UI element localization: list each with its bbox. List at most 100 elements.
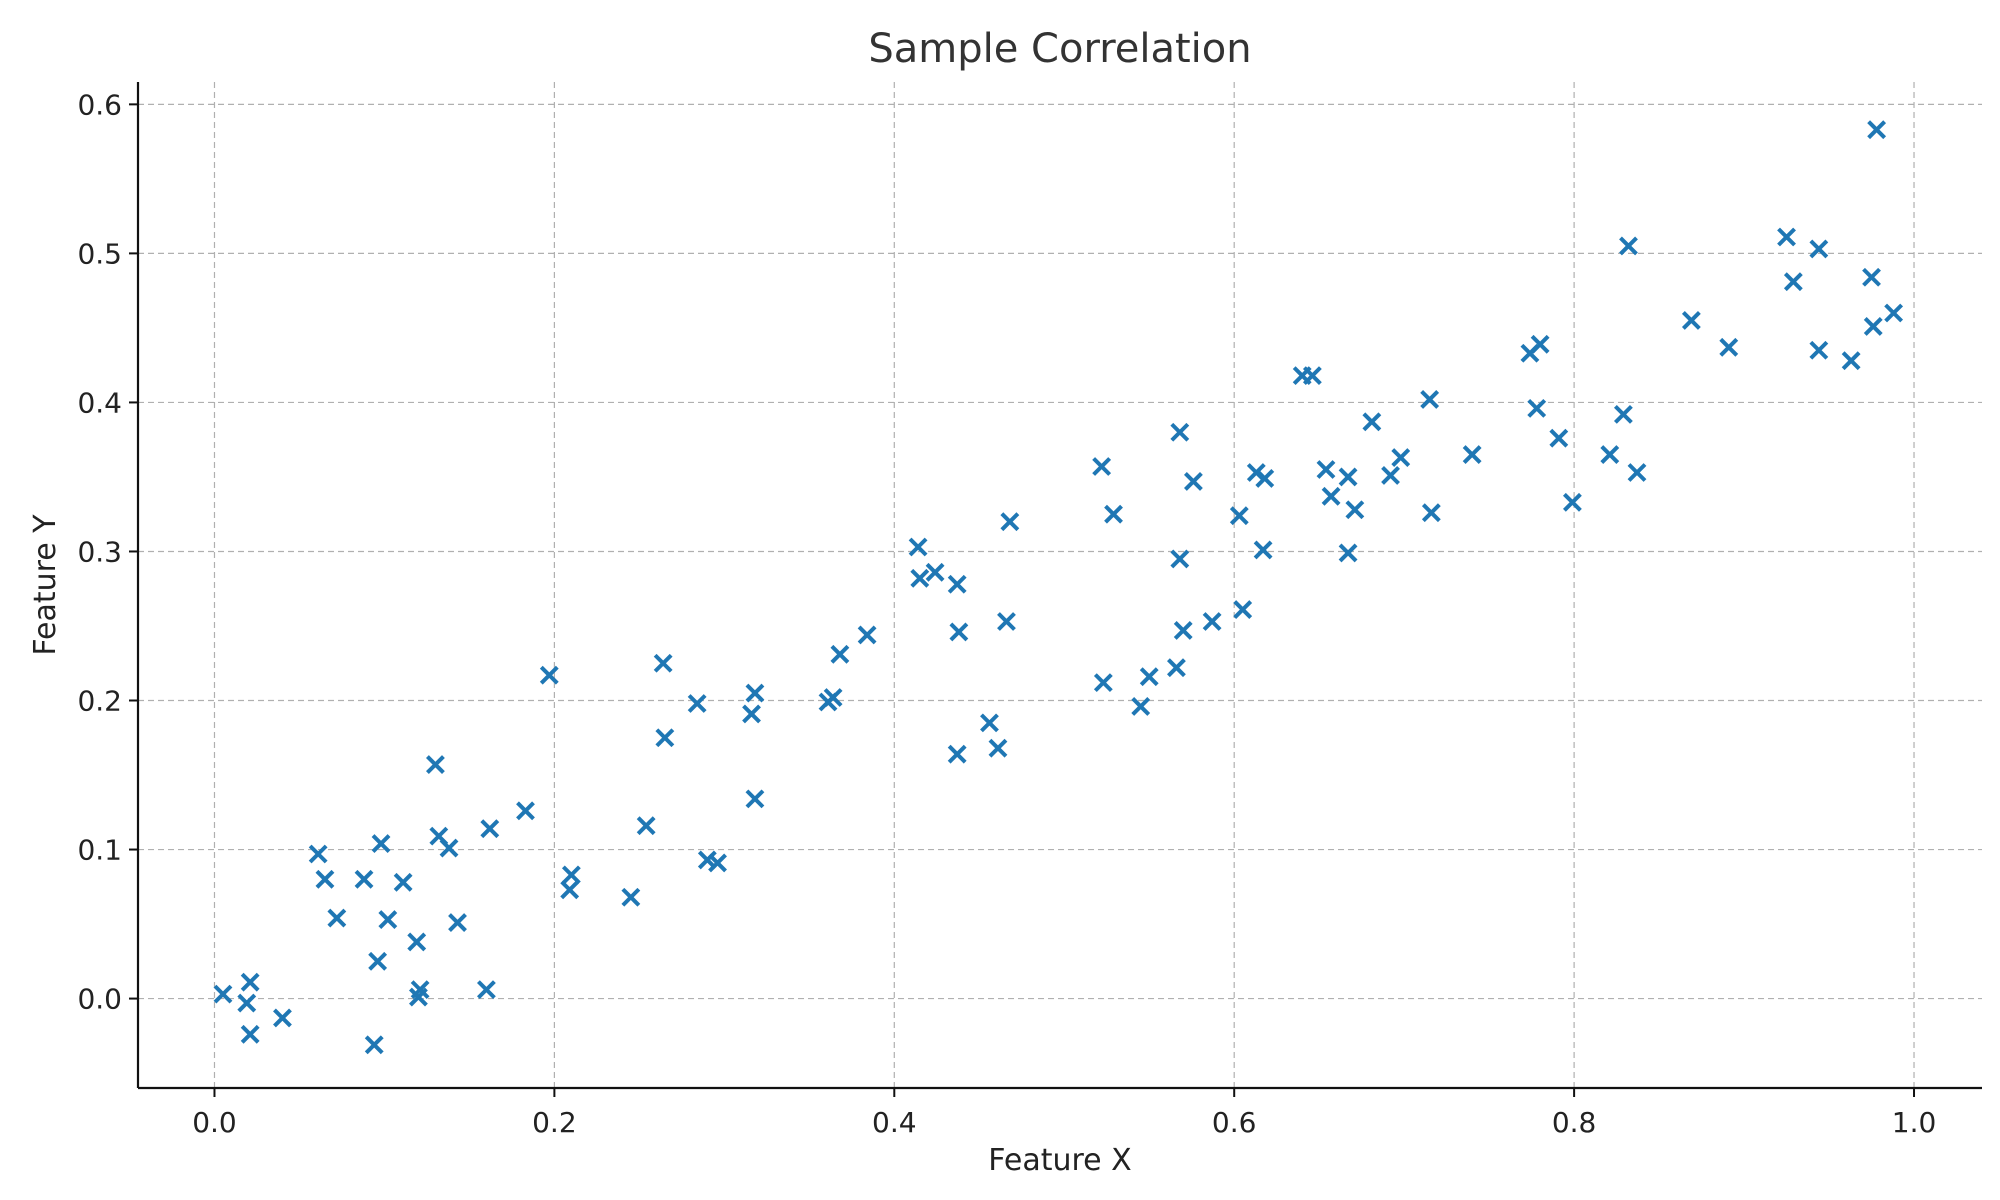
data-point bbox=[1170, 549, 1190, 569]
data-point bbox=[1681, 311, 1701, 330]
data-point bbox=[1229, 506, 1249, 526]
data-point bbox=[476, 980, 496, 1000]
data-point bbox=[1421, 503, 1441, 523]
grid-lines bbox=[138, 82, 1982, 1088]
data-point bbox=[1527, 398, 1547, 418]
data-point bbox=[830, 644, 850, 664]
data-point bbox=[393, 872, 413, 892]
data-point bbox=[1093, 673, 1113, 693]
data-point bbox=[997, 612, 1016, 631]
data-point bbox=[407, 932, 427, 952]
data-point bbox=[988, 738, 1008, 758]
data-point bbox=[1000, 512, 1020, 532]
data-point bbox=[561, 865, 581, 885]
data-point bbox=[1719, 337, 1739, 357]
data-point bbox=[1783, 272, 1803, 292]
data-point bbox=[371, 834, 391, 853]
data-point bbox=[1862, 267, 1881, 287]
data-point bbox=[980, 713, 999, 733]
data-point bbox=[1841, 351, 1861, 371]
data-point bbox=[213, 984, 233, 1004]
data-point bbox=[1202, 612, 1222, 631]
data-point bbox=[273, 1008, 292, 1028]
data-point bbox=[368, 951, 388, 971]
data-point bbox=[1462, 445, 1482, 465]
data-point bbox=[1183, 472, 1203, 491]
y-tick-label: 0.1 bbox=[77, 834, 122, 867]
data-point bbox=[687, 694, 707, 713]
x-tick-label: 0.2 bbox=[532, 1106, 577, 1139]
data-point bbox=[1613, 404, 1633, 424]
data-point bbox=[364, 1035, 384, 1055]
y-tick-label: 0.4 bbox=[77, 386, 122, 419]
data-point bbox=[1170, 422, 1190, 442]
data-point bbox=[1167, 658, 1186, 678]
data-point bbox=[1338, 467, 1358, 487]
y-axis-label: Feature Y bbox=[28, 514, 63, 656]
data-point bbox=[655, 728, 675, 748]
data-point bbox=[1391, 448, 1411, 467]
data-point bbox=[949, 622, 969, 642]
data-point bbox=[1316, 460, 1336, 479]
data-point bbox=[354, 869, 374, 889]
data-point bbox=[1233, 600, 1253, 620]
data-point bbox=[1362, 412, 1382, 432]
data-point bbox=[1420, 390, 1440, 409]
data-point bbox=[621, 887, 641, 907]
data-point bbox=[925, 562, 945, 582]
data-point bbox=[480, 819, 500, 839]
data-point bbox=[742, 704, 761, 724]
data-point bbox=[908, 537, 928, 557]
data-point bbox=[327, 908, 347, 928]
x-axis-ticks: 0.0 0.2 0.4 0.6 0.8 1.0 bbox=[192, 1088, 1936, 1139]
data-point bbox=[1345, 500, 1365, 520]
data-point bbox=[910, 568, 930, 588]
data-point bbox=[240, 972, 260, 992]
data-point bbox=[1777, 227, 1796, 247]
y-tick-label: 0.3 bbox=[77, 535, 122, 568]
data-point bbox=[1321, 486, 1341, 506]
y-tick-label: 0.6 bbox=[77, 88, 122, 121]
data-point bbox=[1131, 697, 1151, 716]
y-axis-ticks: 0.0 0.1 0.2 0.3 0.4 0.5 0.6 bbox=[77, 88, 138, 1016]
data-point bbox=[745, 789, 765, 809]
data-point bbox=[947, 574, 967, 594]
data-point bbox=[1092, 457, 1112, 476]
data-point bbox=[439, 838, 459, 858]
data-point bbox=[448, 913, 467, 932]
x-tick-label: 1.0 bbox=[1892, 1106, 1937, 1139]
data-point bbox=[745, 683, 765, 703]
data-point bbox=[1627, 463, 1647, 482]
data-point bbox=[708, 853, 727, 873]
data-point bbox=[823, 688, 843, 707]
data-point bbox=[1173, 621, 1193, 640]
y-tick-label: 0.0 bbox=[77, 983, 122, 1016]
data-point bbox=[653, 653, 673, 673]
data-point bbox=[539, 665, 559, 685]
data-point bbox=[1863, 317, 1883, 336]
y-tick-label: 0.2 bbox=[77, 685, 122, 718]
data-point bbox=[1302, 366, 1322, 386]
chart-title: Sample Correlation bbox=[868, 26, 1251, 72]
data-point bbox=[1255, 469, 1275, 488]
data-point bbox=[560, 880, 580, 900]
data-point bbox=[1139, 667, 1159, 687]
x-tick-label: 0.8 bbox=[1552, 1106, 1597, 1139]
x-tick-label: 0.0 bbox=[192, 1106, 237, 1139]
data-point bbox=[308, 844, 328, 864]
data-point bbox=[426, 755, 445, 775]
x-tick-label: 0.4 bbox=[872, 1106, 917, 1139]
data-point bbox=[315, 869, 335, 889]
data-points bbox=[213, 120, 1904, 1055]
y-tick-label: 0.5 bbox=[77, 237, 122, 270]
data-point bbox=[1549, 428, 1569, 448]
data-point bbox=[1619, 236, 1638, 256]
data-point bbox=[857, 625, 877, 645]
data-point bbox=[1600, 445, 1620, 465]
data-point bbox=[1338, 543, 1358, 563]
data-point bbox=[636, 816, 656, 836]
data-point bbox=[1530, 334, 1550, 354]
data-point bbox=[947, 744, 967, 764]
x-tick-label: 0.6 bbox=[1212, 1106, 1257, 1139]
